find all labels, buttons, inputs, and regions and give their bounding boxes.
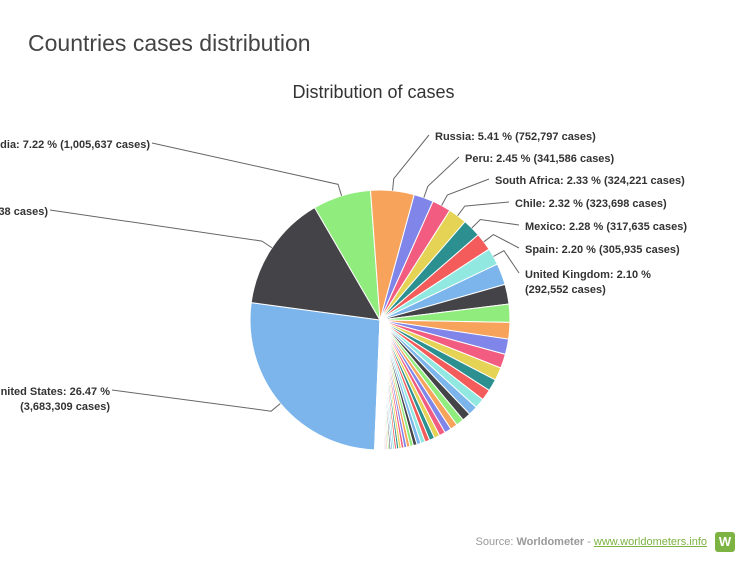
- label-connector: [484, 235, 519, 248]
- worldometer-badge-icon[interactable]: W: [715, 532, 735, 552]
- page-title: Countries cases distribution: [28, 30, 311, 57]
- slice-label-united-states: United States: 26.47 %(3,683,309 cases): [0, 385, 110, 415]
- slice-label-india: India: 7.22 % (1,005,637 cases): [0, 138, 150, 153]
- source-attribution: Source: Worldometer - www.worldometers.i…: [476, 536, 707, 548]
- slice-label-mexico: Mexico: 2.28 % (317,635 cases): [525, 220, 687, 235]
- source-link[interactable]: www.worldometers.info: [594, 536, 707, 548]
- label-connector: [50, 210, 272, 248]
- pie-slice-united-states[interactable]: [250, 303, 380, 450]
- chart-title: Distribution of cases: [0, 82, 747, 103]
- slice-label-spain: Spain: 2.20 % (305,935 cases): [525, 243, 680, 258]
- label-connector: [472, 220, 519, 228]
- slice-label-chile: Chile: 2.32 % (323,698 cases): [515, 197, 667, 212]
- source-name: Worldometer: [516, 536, 584, 548]
- slice-label-brazil: Brazil: 14.48 % (2,014,738 cases): [0, 205, 48, 220]
- slice-label-peru: Peru: 2.45 % (341,586 cases): [465, 152, 614, 167]
- source-separator: -: [584, 536, 594, 548]
- label-connector: [152, 143, 342, 196]
- slice-label-united-kingdom: United Kingdom: 2.10 %(292,552 cases): [525, 268, 651, 298]
- label-connector: [112, 390, 280, 411]
- pie-chart: United States: 26.47 %(3,683,309 cases) B…: [0, 110, 747, 510]
- label-connector: [393, 135, 429, 191]
- source-prefix: Source:: [476, 536, 517, 548]
- label-connector: [442, 179, 489, 206]
- label-connector: [458, 202, 509, 216]
- label-connector: [424, 157, 459, 198]
- slice-label-russia: Russia: 5.41 % (752,797 cases): [435, 130, 596, 145]
- slice-label-south-africa: South Africa: 2.33 % (324,221 cases): [495, 174, 685, 189]
